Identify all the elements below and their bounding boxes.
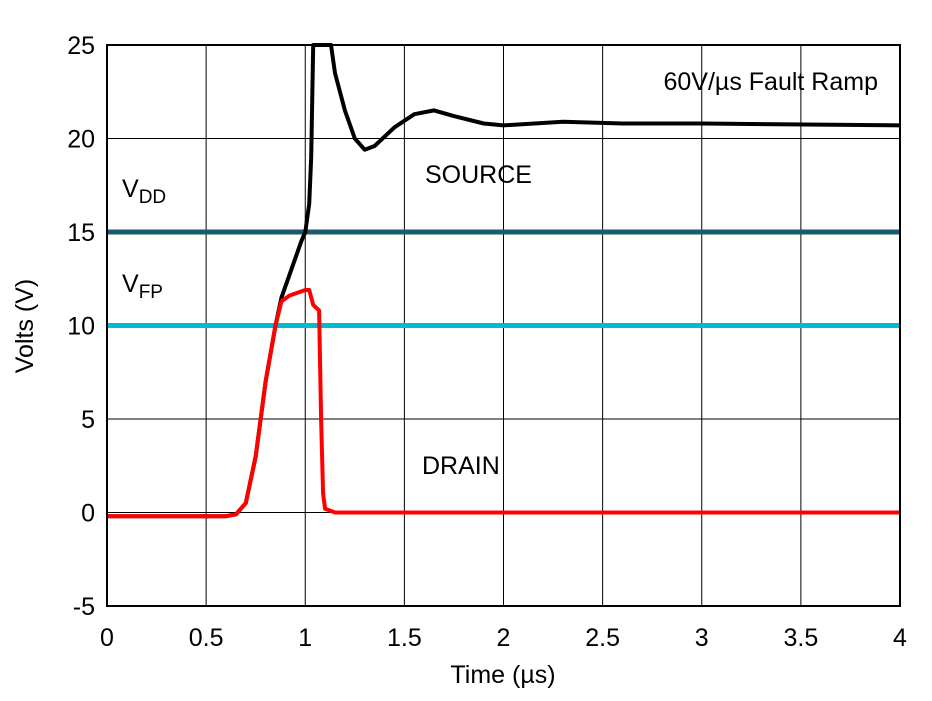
x-tick-label: 2.5 xyxy=(585,624,620,652)
x-tick-label: 3.5 xyxy=(783,624,818,652)
x-tick-label: 0 xyxy=(100,624,114,652)
series-line-drain xyxy=(107,288,900,519)
drain-label: DRAIN xyxy=(422,452,500,480)
annotation: 60V/µs Fault Ramp xyxy=(664,68,879,96)
x-tick-label: 1 xyxy=(298,624,312,652)
vfp-label: VFP xyxy=(122,270,163,303)
x-tick-label: 1.5 xyxy=(387,624,422,652)
y-tick-label: 25 xyxy=(67,32,95,60)
x-tick-label: 0.5 xyxy=(189,624,224,652)
x-tick-label: 3 xyxy=(695,624,709,652)
y-tick-label: -5 xyxy=(73,593,95,621)
y-tick-label: 15 xyxy=(67,219,95,247)
series xyxy=(107,43,901,519)
x-axis-label: Time (µs) xyxy=(450,661,555,689)
x-tick-label: 2 xyxy=(497,624,511,652)
y-tick-label: 20 xyxy=(67,126,95,154)
y-tick-label: 10 xyxy=(67,313,95,341)
y-tick-label: 5 xyxy=(81,406,95,434)
source-label: SOURCE xyxy=(425,161,532,189)
y-tick-label: 0 xyxy=(81,500,95,528)
reference-lines xyxy=(107,229,900,328)
plot-frame xyxy=(106,44,901,607)
vdd-label: VDD xyxy=(122,175,166,208)
y-axis-label: Volts (V) xyxy=(11,279,39,373)
x-tick-label: 4 xyxy=(893,624,907,652)
